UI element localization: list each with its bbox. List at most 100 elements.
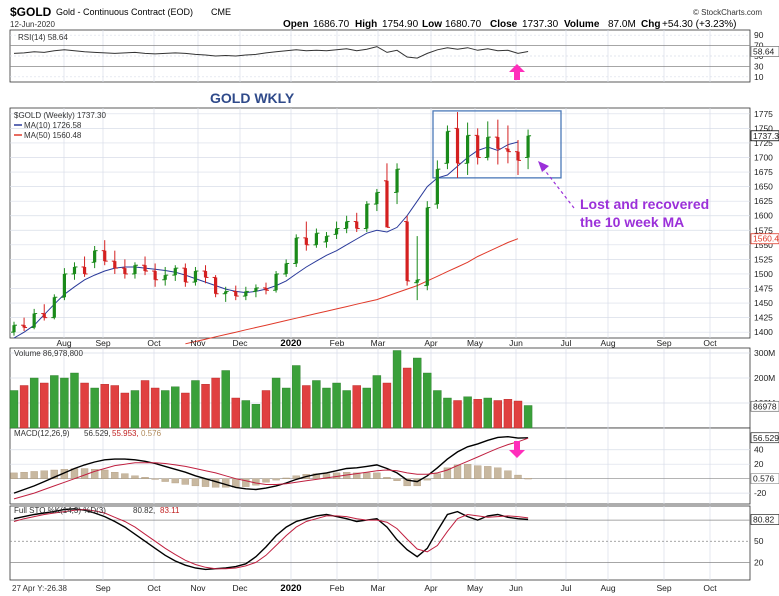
macd-legend: MACD(12,26,9) 56.529, 55.953, 0.576 [14,429,162,438]
price-panel-frame [9,107,751,339]
candle-up-body [274,273,278,291]
candle-up-body [93,250,97,263]
annotation-line-1: Lost and recovered [580,196,709,212]
volume-bar-up [342,390,351,429]
candle-down-body [203,271,208,278]
volume-bar-up [90,387,99,429]
candle-down-body [304,237,308,245]
volume-bar-up [221,370,230,429]
consolidation-box [432,110,562,179]
price-month-label: 2020 [280,338,301,349]
exchange-label: CME [211,7,231,17]
price-month-label: Aug [600,338,615,348]
volume-bar-up [60,377,69,429]
rsi-up-arrow-icon [509,64,525,80]
close-value: 1737.30 [522,19,559,30]
volume-tag: 86978 [753,401,777,411]
volume-bar-up [292,365,301,429]
candle-up-body [294,237,298,264]
volume-bar-up [251,404,261,429]
bottom-month-label: Sep [95,583,110,593]
macd-histogram-bar [191,478,200,487]
bottom-month-label: Jun [509,583,523,593]
candle-down-body [405,221,409,281]
volume-bar-up [372,375,382,429]
candle-up-body [395,169,399,193]
price-month-label: Sep [656,338,671,348]
sto-panel-frame [9,505,751,581]
close-label: Close [490,19,518,30]
macd-histogram-bar [121,473,129,479]
macd-histogram-bar [494,467,502,479]
volume-bar-down [80,382,89,429]
bottom-month-label: Aug [600,583,615,593]
volume-bar-down [261,390,271,429]
price-tick-label: 1625 [754,196,773,206]
macd-histogram-bar [50,469,58,479]
bottom-month-label: Apr [424,583,437,593]
macd-down-arrow-icon [509,441,525,458]
volume-bar-up [483,397,492,429]
rsi-tick-label: 10 [754,72,764,82]
rsi-tick-label: 30 [754,61,764,71]
price-legend: $GOLD (Weekly) 1737.30 MA(10) 1726.58 MA… [14,90,709,230]
price-tick-label: 1425 [754,313,773,323]
volume-tick-label: 200M [754,373,775,383]
candle-down-body [214,277,218,294]
price-tick-label: 1550 [754,240,773,250]
volume-bar-up [433,390,442,429]
symbol-label: $GOLD [10,5,52,19]
price-tick-label: 1675 [754,167,773,177]
rsi-tick-label: 90 [754,30,764,40]
volume-bar-up [9,390,19,429]
candle-down-body [264,287,268,291]
macd-histogram-bar [131,475,139,479]
chg-value: +54.30 (+3.23%) [662,19,737,30]
candle-up-body [163,275,167,280]
macd-histogram-bar [111,472,119,479]
volume-bar-up [423,372,432,429]
bottom-month-label: Feb [330,583,345,593]
candle-up-body [133,265,137,274]
rsi-value-tag: 58.64 [753,47,775,57]
macd-histogram-bar [20,472,28,479]
volume-bar-down [402,367,412,429]
macd-histogram-bar [262,478,270,483]
rsi-tick-label: 70 [754,41,764,51]
macd-histogram-bar [393,478,401,481]
volume-panel-label: Volume 86,978,800 [14,349,83,358]
open-value: 1686.70 [313,19,350,30]
candle-down-body [22,325,26,328]
macd-histogram-bar [40,470,48,479]
price-tick-label: 1450 [754,298,773,308]
candle-down-body [506,148,510,152]
candle-down-body [113,261,117,269]
macd-histogram-bar [363,472,371,479]
chg-label: Chg [641,19,660,30]
ma50-tag: 1560.48 [753,234,779,244]
header: $GOLD Gold - Continuous Contract (EOD) C… [10,5,762,30]
candle-down-body [143,265,147,272]
price-tick-label: 1400 [754,327,773,337]
high-value: 1754.90 [382,19,419,30]
bottom-month-label: Sep [656,583,671,593]
macd-histogram-bar [453,464,462,479]
candle-up-body [72,266,77,274]
macd-histogram-bar [161,478,169,482]
last-close-tag: 1737.3 [753,131,779,141]
low-label: Low [422,19,442,30]
brand-label: © StockCharts.com [693,8,762,17]
ma50-tag-box [750,233,779,245]
candle-down-body [103,250,107,262]
macd-histogram-bar [181,478,190,485]
candle-down-body [385,180,389,228]
macd-signal-line [13,437,529,500]
volume-bar-down [211,377,220,429]
macd-histogram-bar [514,474,522,479]
last-close-tag-box [750,130,779,142]
bottom-left-note: 27 Apr Y:-26.38 [12,584,68,593]
candle-down-body [476,135,480,158]
price-month-label: Jun [509,338,523,348]
volume-bar-down [352,385,361,429]
volume-bar-down [201,384,210,429]
